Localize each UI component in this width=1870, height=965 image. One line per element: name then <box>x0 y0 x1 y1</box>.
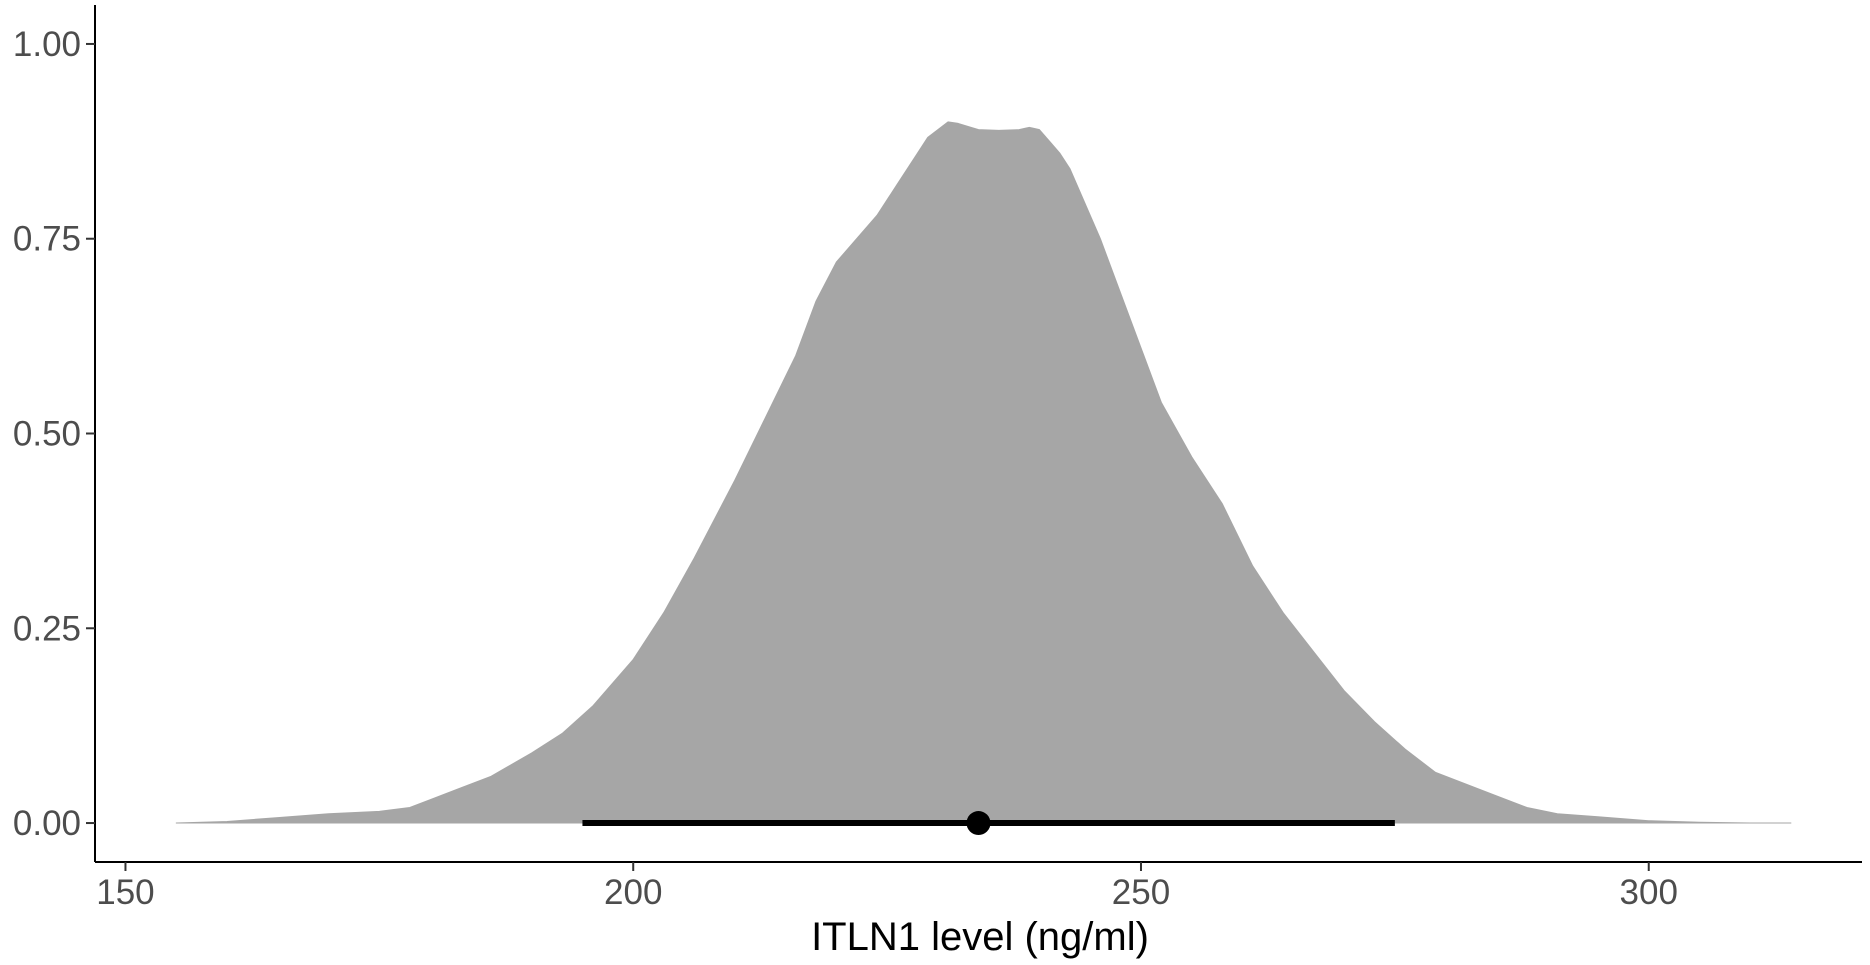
y-tick-label: 0.00 <box>13 804 81 843</box>
y-tick-label: 0.50 <box>13 415 81 454</box>
plot-area <box>175 121 1792 836</box>
y-tick-label: 0.75 <box>13 220 81 259</box>
x-tick-label: 150 <box>96 873 154 912</box>
x-tick-label: 300 <box>1620 873 1678 912</box>
density-area <box>175 121 1792 824</box>
axes: 0.00 0.25 0.50 0.75 1.00 150 200 250 300 <box>13 5 1862 912</box>
x-axis-title: ITLN1 level (ng/ml) <box>811 915 1149 959</box>
y-tick-label: 0.25 <box>13 609 81 648</box>
x-tick-label: 250 <box>1112 873 1170 912</box>
point-estimate <box>966 811 991 836</box>
y-tick-label: 1.00 <box>13 25 81 64</box>
x-tick-label: 200 <box>604 873 662 912</box>
